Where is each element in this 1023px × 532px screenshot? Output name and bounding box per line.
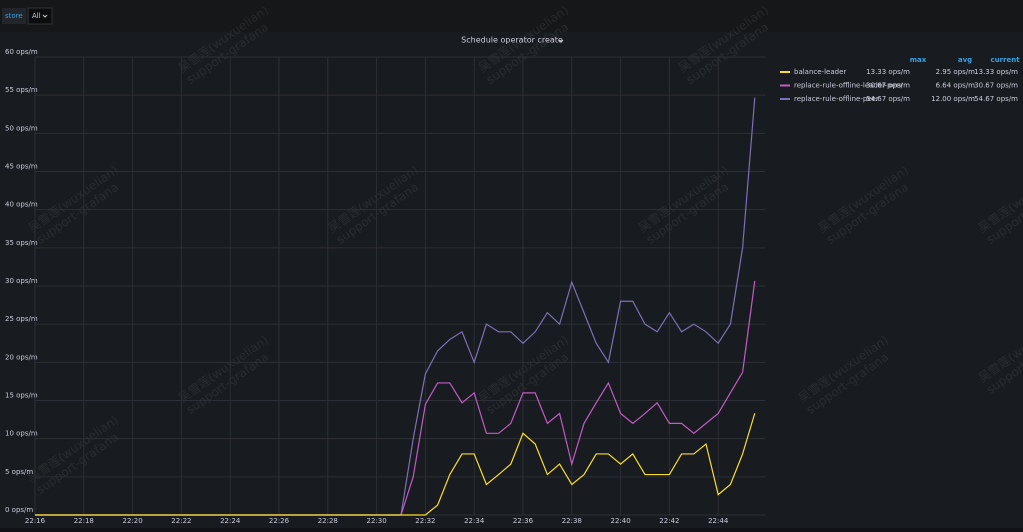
x-tick-label: 22:40	[611, 517, 631, 525]
legend-value: 6.64 ops/m	[936, 82, 976, 90]
variable-value[interactable]: All	[32, 12, 41, 20]
legend-value: 30.67 ops/m	[866, 82, 910, 90]
y-tick-label: 50 ops/m	[5, 124, 38, 132]
legend-value: 12.00 ops/m	[931, 95, 975, 103]
y-tick-label: 15 ops/m	[5, 392, 38, 400]
x-tick-label: 22:18	[74, 517, 94, 525]
x-tick-label: 22:16	[25, 517, 46, 525]
legend-name: balance-leader	[794, 68, 846, 76]
y-tick-label: 30 ops/m	[5, 277, 38, 285]
y-tick-label: 5 ops/m	[5, 468, 33, 476]
y-tick-label: 45 ops/m	[5, 163, 38, 171]
y-tick-label: 35 ops/m	[5, 239, 38, 247]
legend-name: replace-rule-offline-peer	[794, 95, 879, 103]
y-tick-label: 25 ops/m	[5, 315, 38, 323]
legend-name: replace-rule-offline-leader-peer	[794, 82, 903, 90]
x-tick-label: 22:44	[708, 517, 729, 525]
x-tick-label: 22:28	[318, 517, 338, 525]
x-tick-label: 22:26	[269, 517, 290, 525]
legend-value: 13.33 ops/m	[866, 68, 910, 76]
x-tick-label: 22:42	[659, 517, 679, 525]
legend-header: max	[910, 56, 927, 64]
legend-header: avg	[958, 56, 972, 64]
x-tick-label: 22:36	[513, 517, 534, 525]
legend-header: current	[990, 56, 1020, 64]
legend-value: 2.95 ops/m	[936, 68, 976, 76]
x-tick-label: 22:38	[562, 517, 582, 525]
y-tick-label: 0 ops/m	[5, 506, 33, 514]
legend-value: 54.67 ops/m	[866, 95, 910, 103]
x-tick-label: 22:34	[464, 517, 485, 525]
caret	[42, 14, 48, 18]
series-line	[35, 413, 756, 516]
x-tick-label: 22:22	[171, 517, 191, 525]
legend-value: 30.67 ops/m	[974, 82, 1018, 90]
x-tick-label: 22:24	[220, 517, 241, 525]
variable-select[interactable]	[27, 7, 53, 25]
panel	[0, 32, 1023, 528]
legend-value: 54.67 ops/m	[974, 95, 1018, 103]
y-tick-label: 60 ops/m	[5, 48, 38, 56]
legend-value: 13.33 ops/m	[974, 68, 1018, 76]
y-tick-label: 40 ops/m	[5, 201, 38, 209]
variable-label: store	[5, 12, 23, 20]
x-tick-label: 22:32	[415, 517, 435, 525]
toolbar	[0, 0, 1023, 32]
y-tick-label: 10 ops/m	[5, 430, 38, 438]
x-tick-label: 22:30	[367, 517, 387, 525]
y-tick-label: 20 ops/m	[5, 353, 38, 361]
variable-label-box	[2, 8, 26, 24]
title-caret	[558, 39, 564, 43]
x-tick-label: 22:20	[123, 517, 143, 525]
y-tick-label: 55 ops/m	[5, 86, 38, 94]
chart-title[interactable]: Schedule operator create	[461, 36, 563, 45]
